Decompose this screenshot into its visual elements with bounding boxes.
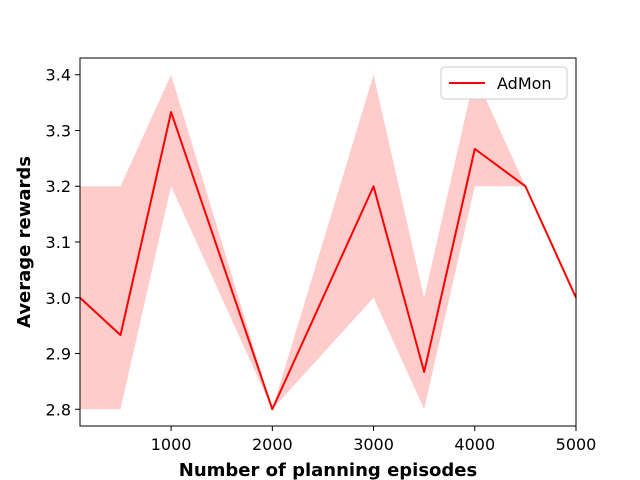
x-tick-label: 2000 bbox=[252, 435, 293, 454]
legend: AdMon bbox=[440, 66, 568, 100]
y-tick-label: 3.2 bbox=[46, 177, 71, 196]
x-axis-title: Number of planning episodes bbox=[179, 460, 477, 480]
legend-label-admon: AdMon bbox=[497, 74, 552, 93]
confidence-band-0 bbox=[80, 74, 576, 410]
x-tick-label: 1000 bbox=[151, 435, 192, 454]
y-axis-title: Average rewards bbox=[14, 156, 35, 328]
series-line-0 bbox=[79, 111, 577, 411]
y-tick-label: 3.4 bbox=[46, 66, 71, 85]
series-line-layer bbox=[79, 111, 577, 411]
y-tick-label: 2.8 bbox=[46, 400, 71, 419]
x-tick-label: 3000 bbox=[353, 435, 394, 454]
legend-box bbox=[440, 66, 568, 100]
x-tick-label: 5000 bbox=[556, 435, 597, 454]
y-tick-label: 3.3 bbox=[46, 121, 71, 140]
y-tick-label: 3.0 bbox=[46, 289, 71, 308]
y-tick-label: 2.9 bbox=[46, 345, 71, 364]
x-tick-label: 4000 bbox=[454, 435, 495, 454]
y-tick-label: 3.1 bbox=[46, 233, 71, 252]
ticks-layer: 1000 2000 3000 4000 5000 2.8 2.9 3.0 3.1 3.2 3.3 3.… bbox=[46, 66, 597, 454]
confidence-band-layer bbox=[80, 74, 576, 410]
